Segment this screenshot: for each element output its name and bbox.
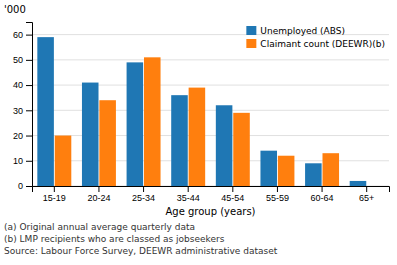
y-tick-label: 20 bbox=[13, 131, 23, 141]
y-tick-mark bbox=[26, 35, 32, 36]
x-tick-label: 15-19 bbox=[43, 193, 66, 203]
x-tick-label: 20-24 bbox=[87, 193, 110, 203]
y-tick-label: 50 bbox=[13, 55, 23, 65]
x-tick-mark bbox=[143, 186, 144, 192]
y-tick: 10 bbox=[13, 156, 32, 166]
x-tick: 65+ bbox=[359, 186, 374, 203]
bar bbox=[367, 186, 384, 187]
bar bbox=[233, 113, 250, 186]
bar bbox=[260, 151, 277, 186]
x-tick: 35-44 bbox=[177, 186, 200, 203]
y-tick: 50 bbox=[13, 55, 32, 65]
x-tick-mark bbox=[277, 186, 278, 192]
grid bbox=[32, 35, 389, 186]
x-label: Age group (years) bbox=[165, 206, 255, 217]
y-tick: 30 bbox=[13, 106, 32, 116]
bar bbox=[350, 181, 367, 186]
y-tick-mark bbox=[26, 136, 32, 137]
y-label: '000 bbox=[4, 4, 26, 15]
x-tick-label: 65+ bbox=[359, 193, 374, 203]
x-tick-mark bbox=[188, 186, 189, 192]
legend-swatch bbox=[246, 26, 256, 35]
x-tick: 45-54 bbox=[221, 186, 244, 203]
series bbox=[37, 37, 366, 186]
x-tick-mark bbox=[54, 186, 55, 192]
y-tick-mark bbox=[26, 110, 32, 111]
x-tick-label: 25-34 bbox=[132, 193, 155, 203]
legend-item: Unemployed (ABS) bbox=[246, 26, 345, 36]
x-tick: 15-19 bbox=[43, 186, 66, 203]
bar bbox=[189, 88, 206, 186]
x-tick-mark bbox=[232, 186, 233, 192]
annotation: (b) LMP recipients who are classed as jo… bbox=[4, 234, 225, 244]
y-tick-label: 30 bbox=[13, 106, 23, 116]
bar bbox=[55, 136, 72, 186]
y-tick: 20 bbox=[13, 131, 32, 141]
chart: 15-1920-2425-3435-4445-5455-5960-6465+01… bbox=[0, 0, 397, 265]
x-tick-mark bbox=[322, 186, 323, 192]
bar bbox=[171, 95, 188, 186]
y-axis-line bbox=[26, 23, 33, 187]
bars bbox=[37, 37, 366, 186]
y-tick: 40 bbox=[13, 80, 32, 90]
y-tick-label: 10 bbox=[13, 156, 23, 166]
x-tick-label: 60-64 bbox=[311, 193, 334, 203]
x-tick: 60-64 bbox=[311, 186, 334, 203]
x-tick: 25-34 bbox=[132, 186, 155, 203]
grid-line bbox=[32, 59, 389, 60]
x-tick-label: 35-44 bbox=[177, 193, 200, 203]
legend-label: Claimant count (DEEWR)(b) bbox=[260, 39, 385, 49]
x-axis: 15-19 20-24 25-34 35-44 45-54 55-59 60-64 65+ bbox=[33, 186, 390, 203]
bar bbox=[37, 37, 54, 186]
y-tick-label: 60 bbox=[13, 30, 23, 40]
x-tick-label: 55-59 bbox=[266, 193, 289, 203]
x-tick-label: 45-54 bbox=[221, 193, 244, 203]
series bbox=[55, 57, 339, 186]
plot: 15-1920-2425-3435-4445-5455-5960-6465+01… bbox=[13, 23, 390, 204]
y-tick-mark bbox=[26, 85, 32, 86]
bar bbox=[278, 156, 295, 186]
legend-item: Claimant count (DEEWR)(b) bbox=[246, 39, 385, 49]
bar bbox=[216, 105, 233, 186]
y-tick: 60 bbox=[13, 30, 32, 40]
bar bbox=[82, 83, 99, 186]
y-axis: 0 10 20 30 40 50 60 bbox=[13, 23, 33, 192]
legend-swatch bbox=[246, 39, 256, 48]
annotation: Source: Labour Force Survey, DEEWR admin… bbox=[4, 246, 278, 256]
y-tick-mark bbox=[26, 60, 32, 61]
x-tick: 20-24 bbox=[87, 186, 110, 203]
legend: Unemployed (ABS) Claimant count (DEEWR)(b… bbox=[246, 26, 385, 49]
x-tick-mark bbox=[98, 186, 99, 192]
x-tick: 55-59 bbox=[266, 186, 289, 203]
y-tick-label: 40 bbox=[13, 80, 23, 90]
legend-label: Unemployed (ABS) bbox=[260, 26, 345, 36]
bar bbox=[144, 57, 161, 186]
annotation: (a) Original annual average quarterly da… bbox=[4, 222, 195, 232]
bar bbox=[322, 153, 339, 186]
bar bbox=[127, 62, 144, 186]
y-tick-mark bbox=[26, 186, 32, 187]
bar bbox=[305, 163, 322, 186]
x-axis-line bbox=[33, 187, 390, 193]
bar bbox=[99, 100, 116, 186]
y-tick-mark bbox=[26, 161, 32, 162]
y-tick-label: 0 bbox=[18, 181, 23, 191]
x-tick-mark bbox=[366, 186, 367, 192]
y-tick: 0 bbox=[18, 181, 32, 191]
